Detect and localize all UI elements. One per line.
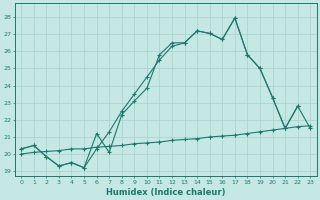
X-axis label: Humidex (Indice chaleur): Humidex (Indice chaleur) — [106, 188, 226, 197]
